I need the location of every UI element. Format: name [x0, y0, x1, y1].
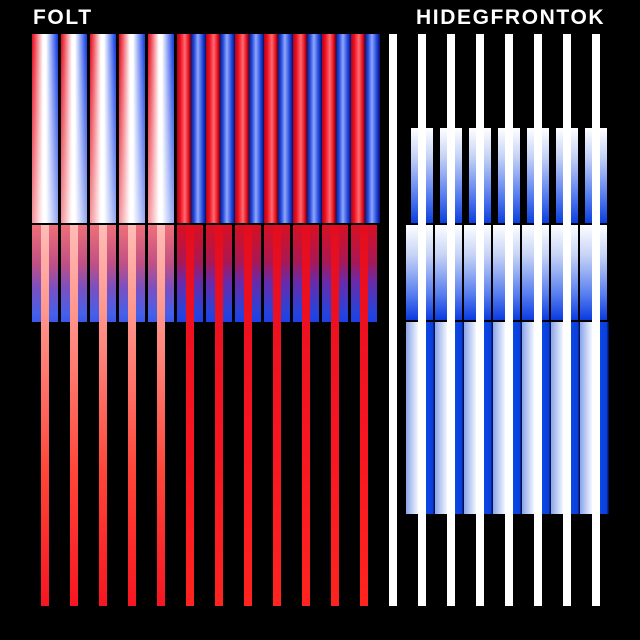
warm-stripe-bar — [177, 34, 206, 223]
warm-gradient-bar — [61, 34, 87, 223]
right-panel-title: HIDEGFRONTOK — [416, 6, 606, 29]
warm-front-line — [331, 225, 339, 606]
warm-front-line — [157, 225, 165, 606]
warm-front-line — [360, 225, 368, 606]
warm-stripe-bar — [322, 34, 351, 223]
warm-front-line — [186, 225, 194, 606]
warm-gradient-bar — [119, 34, 145, 223]
cold-front-line — [418, 34, 426, 606]
warm-gradient-bar — [32, 34, 58, 223]
warm-front-line — [244, 225, 252, 606]
warm-front-line — [128, 225, 136, 606]
cold-front-line — [563, 34, 571, 606]
warm-gradient-bar — [90, 34, 116, 223]
cold-front-line — [505, 34, 513, 606]
warm-stripe-bar — [235, 34, 264, 223]
cold-front-line — [447, 34, 455, 606]
warm-front-line — [41, 225, 49, 606]
left-panel-title: FOLT — [33, 6, 93, 29]
cold-front-line — [592, 34, 600, 606]
warm-stripe-bar — [293, 34, 322, 223]
cold-front-line — [476, 34, 484, 606]
warm-stripe-bar — [264, 34, 293, 223]
warm-front-line — [273, 225, 281, 606]
warm-front-line — [99, 225, 107, 606]
warm-gradient-bar — [148, 34, 174, 223]
warm-stripe-bar — [351, 34, 380, 223]
cold-front-line — [389, 34, 397, 606]
warm-front-line — [70, 225, 78, 606]
cold-front-line — [534, 34, 542, 606]
warm-front-line — [302, 225, 310, 606]
warm-stripe-bar — [206, 34, 235, 223]
warm-front-line — [215, 225, 223, 606]
